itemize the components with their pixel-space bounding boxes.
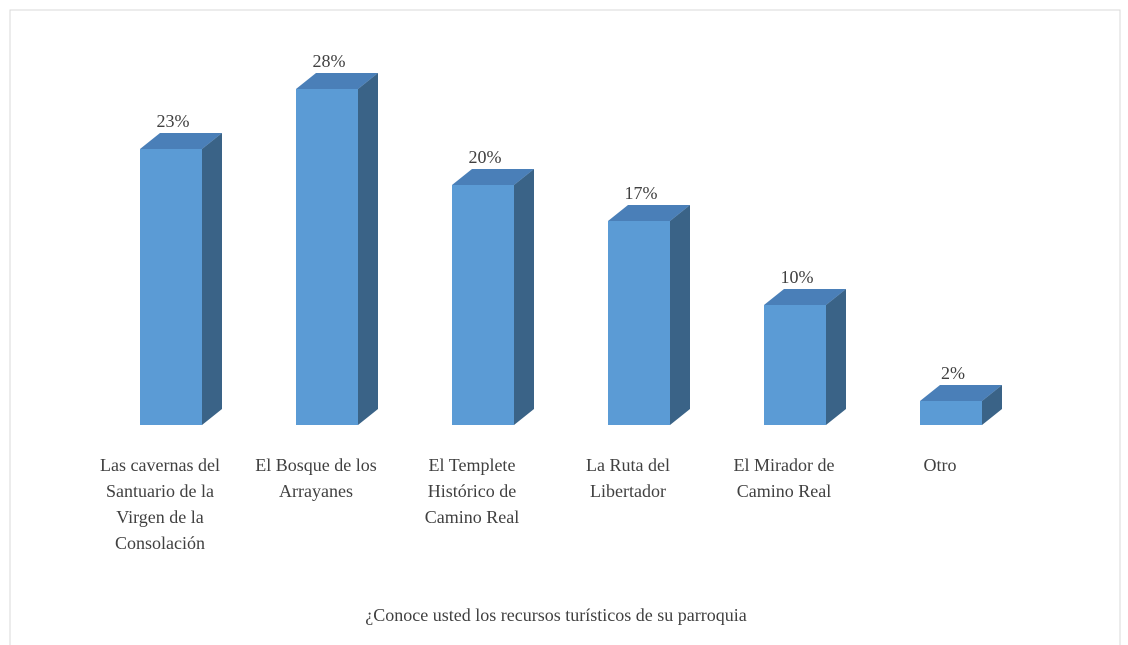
- x-tick-label: Las cavernas del Santuario de la Virgen de…: [100, 455, 220, 553]
- bar-side: [982, 385, 1002, 425]
- data-label: 2%: [941, 363, 965, 383]
- bar: [764, 305, 826, 425]
- x-tick-label: El Templete Histórico de Camino Real: [425, 455, 519, 527]
- x-tick-label: El Mirador de Camino Real: [734, 455, 835, 501]
- bar-top: [920, 385, 1002, 401]
- bar-side: [358, 73, 378, 425]
- data-label: 23%: [157, 111, 190, 131]
- x-tick-label: Otro: [924, 455, 957, 475]
- data-label: 10%: [781, 267, 814, 287]
- bar-top: [140, 133, 222, 149]
- data-label: 17%: [625, 183, 658, 203]
- bar: [296, 89, 358, 425]
- bar-side: [514, 169, 534, 425]
- bar-top: [452, 169, 534, 185]
- bar-side: [826, 289, 846, 425]
- bar: [140, 149, 202, 425]
- bar-top: [296, 73, 378, 89]
- bar-side: [202, 133, 222, 425]
- data-label: 20%: [469, 147, 502, 167]
- x-tick-label: La Ruta del Libertador: [586, 455, 670, 501]
- data-label: 28%: [313, 51, 346, 71]
- bar-top: [764, 289, 846, 305]
- bar: [452, 185, 514, 425]
- bar-top: [608, 205, 690, 221]
- bar-side: [670, 205, 690, 425]
- chart-frame: [9, 9, 1121, 645]
- x-tick-label: El Bosque de los Arrayanes: [255, 455, 377, 501]
- bar: [608, 221, 670, 425]
- bar: [920, 401, 982, 425]
- x-axis-title: ¿Conoce usted los recursos turísticos de…: [365, 605, 746, 625]
